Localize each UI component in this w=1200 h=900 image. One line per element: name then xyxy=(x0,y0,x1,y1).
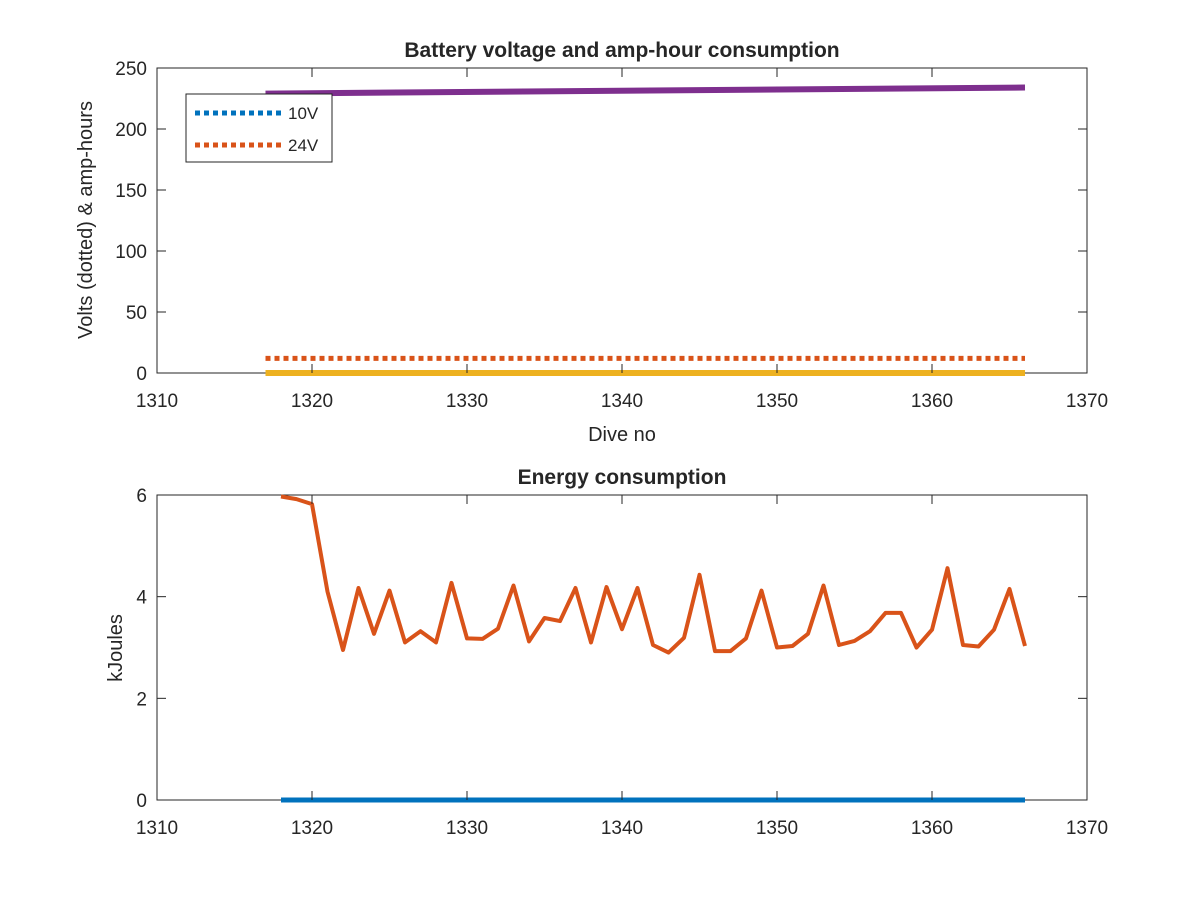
voltage-y-tick-label: 50 xyxy=(126,303,147,324)
energy-x-tick-label: 1310 xyxy=(136,818,178,839)
voltage-chart-title: Battery voltage and amp-hour consumption xyxy=(404,39,839,62)
axes-voltage: 1310 1320 1330 1340 1350 1360 1370 0 50 100 150 200… xyxy=(75,39,1108,446)
energy-series-line-series-2 xyxy=(280,494,1027,655)
voltage-x-axis-label: Dive no xyxy=(588,424,656,446)
axes-energy-series xyxy=(280,494,1027,803)
voltage-x-tick-label: 1370 xyxy=(1066,391,1108,412)
axes-voltage-series xyxy=(265,84,1026,376)
axes-voltage-ticks: 1310 1320 1330 1340 1350 1360 1370 0 50 100 150 200… xyxy=(115,59,1108,412)
energy-x-tick-label: 1340 xyxy=(601,818,643,839)
energy-y-tick-label: 0 xyxy=(136,791,147,812)
energy-chart-title: Energy consumption xyxy=(518,466,727,489)
voltage-x-tick-label: 1320 xyxy=(291,391,333,412)
voltage-x-tick-label: 1340 xyxy=(601,391,643,412)
energy-x-tick-label: 1370 xyxy=(1066,818,1108,839)
voltage-x-tick-label: 1360 xyxy=(911,391,953,412)
legend-box xyxy=(185,93,333,163)
voltage-y-tick-label: 0 xyxy=(136,364,147,385)
energy-y-tick-label: 6 xyxy=(136,486,147,507)
energy-y-tick-label: 4 xyxy=(136,588,147,609)
voltage-x-tick-label: 1330 xyxy=(446,391,488,412)
axes-energy-box xyxy=(156,494,1088,801)
energy-x-tick-label: 1350 xyxy=(756,818,798,839)
legend-entry-24v: 24V xyxy=(288,136,319,155)
voltage-series-line-series-4 xyxy=(265,84,1026,97)
legend-entry-10v: 10V xyxy=(288,104,319,123)
voltage-y-axis-label: Volts (dotted) & amp-hours xyxy=(75,101,97,339)
legend: 10V 24V xyxy=(185,93,333,163)
voltage-x-tick-label: 1350 xyxy=(756,391,798,412)
axes-energy-ticks: 1310 1320 1330 1340 1350 1360 1370 0 2 4 6 xyxy=(136,486,1108,839)
voltage-y-tick-label: 250 xyxy=(115,59,147,80)
energy-x-tick-label: 1360 xyxy=(911,818,953,839)
voltage-y-tick-label: 100 xyxy=(115,242,147,263)
voltage-y-tick-label: 150 xyxy=(115,181,147,202)
energy-x-tick-label: 1320 xyxy=(291,818,333,839)
voltage-x-tick-label: 1310 xyxy=(136,391,178,412)
axes-energy: 1310 1320 1330 1340 1350 1360 1370 0 2 4 6 Energy … xyxy=(105,466,1108,839)
energy-y-axis-label: kJoules xyxy=(105,614,127,682)
energy-y-tick-label: 2 xyxy=(136,689,147,710)
voltage-y-tick-label: 200 xyxy=(115,120,147,141)
energy-x-tick-label: 1330 xyxy=(446,818,488,839)
